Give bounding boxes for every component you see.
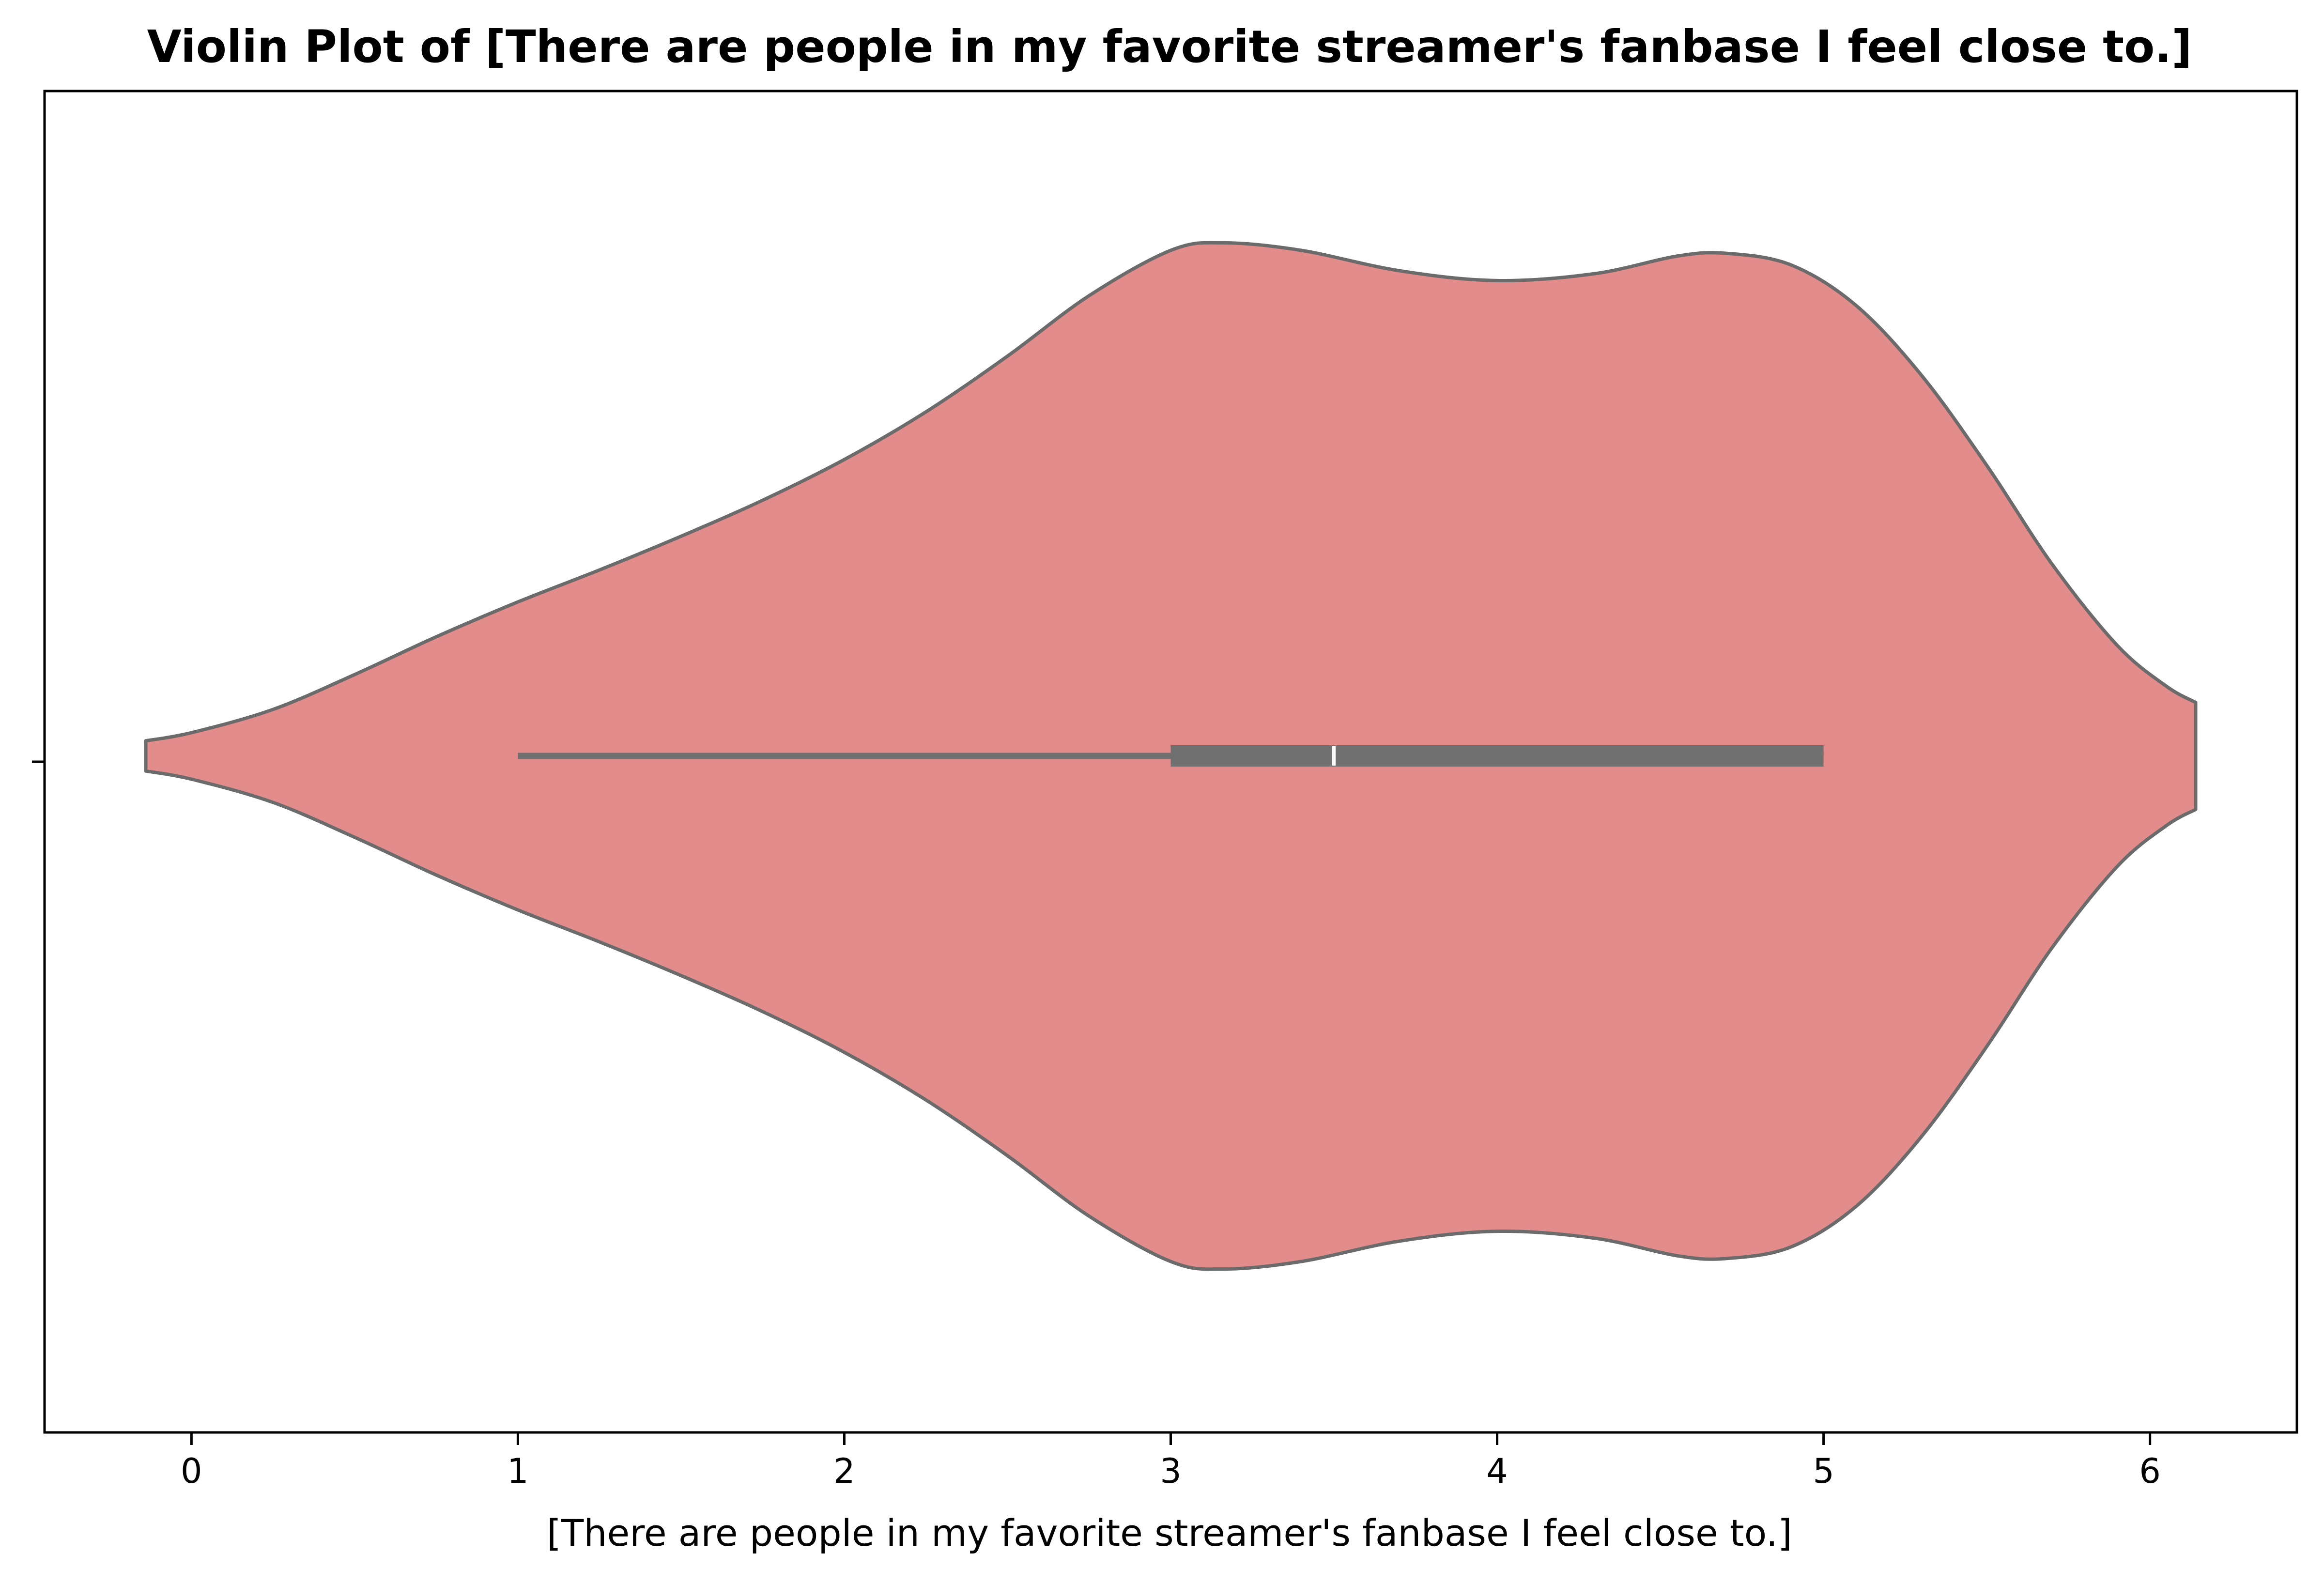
- x-tick-label: 5: [1813, 1451, 1834, 1491]
- x-tick-label: 3: [1160, 1451, 1182, 1491]
- x-axis-ticks: 0 1 2 3 4 5 6: [181, 1432, 2161, 1491]
- chart-marks: [144, 241, 2198, 1271]
- x-tick-label: 4: [1486, 1451, 1508, 1491]
- x-tick-label: 2: [833, 1451, 855, 1491]
- iqr-box: [1170, 745, 1824, 767]
- x-tick-label: 0: [181, 1451, 202, 1491]
- x-tick-label: 6: [2139, 1451, 2161, 1491]
- x-axis-label: [There are people in my favorite streame…: [547, 1511, 1792, 1554]
- chart-title: Violin Plot of [There are people in my f…: [147, 21, 2192, 73]
- x-tick-label: 1: [507, 1451, 529, 1491]
